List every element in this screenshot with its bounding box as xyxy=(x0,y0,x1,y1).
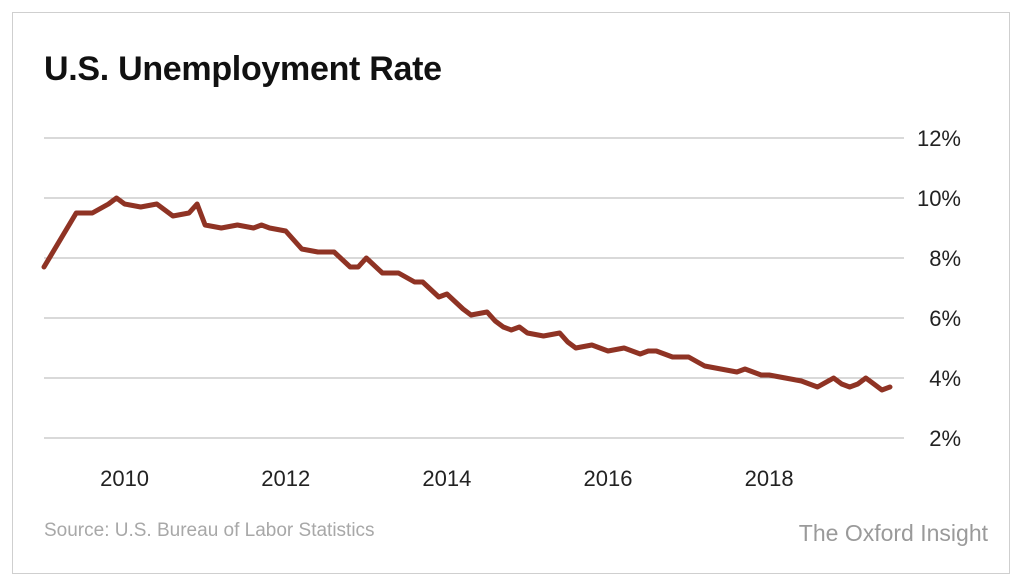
y-tick-label: 4% xyxy=(929,366,961,391)
x-tick-label: 2014 xyxy=(422,466,471,491)
x-tick-label: 2016 xyxy=(584,466,633,491)
source-note: Source: U.S. Bureau of Labor Statistics xyxy=(44,520,375,541)
x-tick-label: 2012 xyxy=(261,466,310,491)
x-axis-ticks: 2010 2012 2014 2016 2018 xyxy=(100,466,794,491)
gridlines xyxy=(44,137,904,439)
y-tick-label: 2% xyxy=(929,426,961,451)
chart-frame xyxy=(12,12,1010,574)
x-tick-label: 2018 xyxy=(745,466,794,491)
y-axis-ticks: 2% 4% 6% 8% 10% 12% xyxy=(917,126,961,451)
y-tick-label: 6% xyxy=(929,306,961,331)
unemployment-rate-line xyxy=(41,195,893,393)
y-tick-label: 10% xyxy=(917,186,961,211)
y-tick-label: 12% xyxy=(917,126,961,151)
x-tick-label: 2010 xyxy=(100,466,149,491)
chart-title: U.S. Unemployment Rate xyxy=(44,50,442,88)
brand-label: The Oxford Insight xyxy=(798,520,988,546)
y-tick-label: 8% xyxy=(929,246,961,271)
